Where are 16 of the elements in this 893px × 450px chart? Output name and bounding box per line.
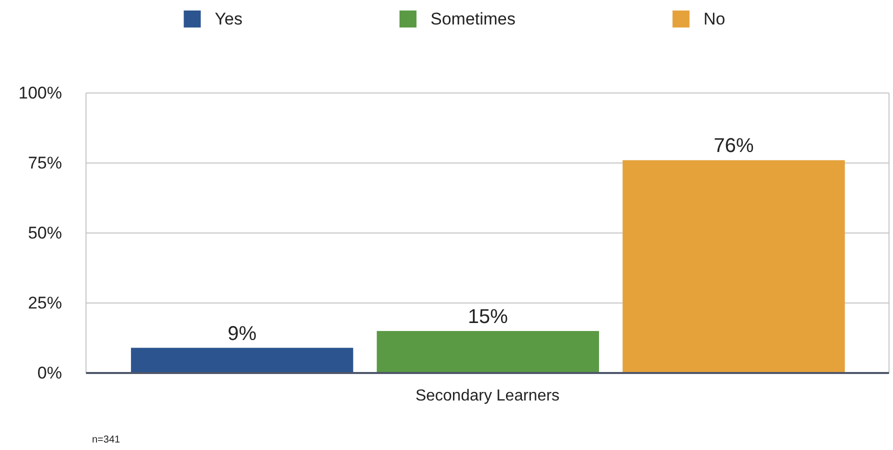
- data-label: 15%: [468, 306, 508, 328]
- y-tick-label: 25%: [28, 294, 62, 312]
- bar: [376, 331, 600, 373]
- y-tick-label: 100%: [18, 84, 62, 102]
- text: n=341: [92, 434, 121, 446]
- y-tick-label: 50%: [28, 224, 62, 242]
- bar: [130, 348, 354, 373]
- data-label: 76%: [714, 135, 754, 158]
- y-tick-label: 75%: [28, 154, 62, 172]
- legend-label: Yes: [214, 10, 242, 28]
- legend-label: Sometimes: [430, 10, 516, 28]
- legend-label: No: [704, 10, 726, 28]
- y-tick-label: 0%: [37, 364, 62, 382]
- bar: [622, 160, 845, 373]
- data-label: 9%: [228, 322, 257, 345]
- x-tick-label: Secondary Learners: [415, 388, 560, 404]
